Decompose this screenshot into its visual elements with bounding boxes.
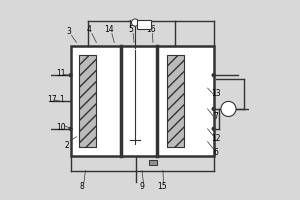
Text: 14: 14 [104, 25, 114, 34]
Text: 17: 17 [47, 95, 57, 104]
Bar [149, 160, 157, 165]
Text: 8: 8 [79, 182, 84, 191]
Bar [70, 46, 214, 156]
Circle shape [212, 74, 215, 77]
Text: 12: 12 [211, 134, 220, 143]
Bar [80, 55, 96, 147]
Circle shape [212, 108, 215, 110]
Text: 13: 13 [211, 89, 220, 98]
Text: 1: 1 [59, 95, 64, 104]
Circle shape [221, 101, 236, 116]
Text: 6: 6 [213, 148, 218, 157]
Text: 2: 2 [65, 141, 70, 150]
Circle shape [69, 74, 72, 77]
Circle shape [131, 19, 139, 26]
Text: 16: 16 [146, 25, 156, 34]
Text: 15: 15 [157, 182, 167, 191]
Text: 5: 5 [129, 25, 134, 34]
Text: 4: 4 [87, 25, 92, 34]
Text: 7: 7 [213, 112, 218, 121]
Text: 9: 9 [140, 182, 145, 191]
Text: 11: 11 [56, 69, 66, 78]
Bar [167, 55, 184, 147]
Text: 10: 10 [56, 123, 66, 132]
Text: 3: 3 [67, 27, 72, 36]
Bar [137, 20, 151, 29]
Circle shape [69, 127, 72, 130]
Circle shape [212, 127, 215, 130]
